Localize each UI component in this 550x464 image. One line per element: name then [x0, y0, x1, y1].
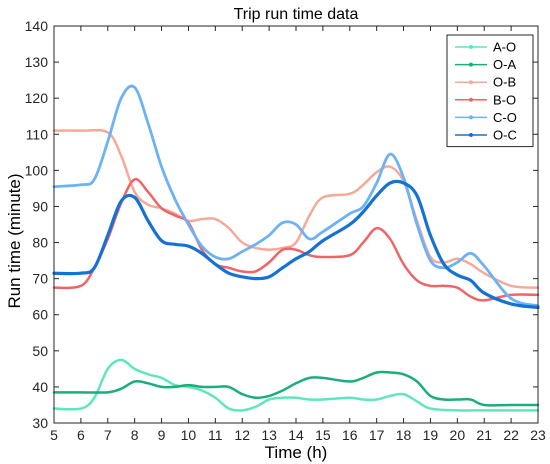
legend-marker — [469, 97, 473, 102]
legend-box — [446, 34, 534, 148]
x-tick-label: 18 — [396, 427, 412, 443]
y-tick-label: 100 — [25, 162, 49, 178]
y-tick-label: 120 — [25, 90, 49, 106]
y-tick-label: 60 — [32, 307, 48, 323]
legend-label: O-C — [493, 128, 517, 143]
legend-marker — [469, 80, 473, 85]
axes-layer: 5 6 7 8 9 10 11 12 13 14 15 16 17 18 19 20 21 22 23 30 40 50 6… — [25, 18, 546, 443]
x-tick-label: 21 — [476, 427, 492, 443]
x-tick-label: 6 — [77, 427, 85, 443]
x-tick-label: 17 — [369, 427, 385, 443]
x-tick-label: 7 — [104, 427, 112, 443]
legend-marker — [469, 45, 473, 49]
y-tick-label: 30 — [32, 415, 48, 431]
legend-marker — [469, 115, 473, 120]
series-layer — [52, 84, 540, 412]
y-axis-title: Run time (minute) — [5, 173, 24, 308]
x-tick-label: 5 — [50, 427, 58, 443]
x-axis-title: Time (h) — [265, 443, 328, 462]
x-tick-label: 9 — [158, 427, 166, 443]
legend-label: B-O — [493, 92, 516, 107]
legend-label: O-A — [493, 57, 516, 72]
x-tick-label: 14 — [288, 427, 304, 443]
series-line-a-o — [52, 358, 540, 412]
series-line-o-a — [52, 370, 540, 407]
x-tick-label: 20 — [450, 427, 466, 443]
x-tick-label: 22 — [503, 427, 519, 443]
legend-marker — [469, 133, 473, 137]
x-tick-label: 11 — [208, 427, 223, 443]
y-tick-label: 110 — [26, 126, 49, 142]
legend-label: A-O — [493, 40, 516, 55]
x-tick-label: 12 — [234, 427, 250, 443]
x-tick-label: 13 — [261, 427, 277, 443]
series-line-b-o — [52, 177, 540, 302]
legend-marker — [469, 62, 473, 67]
x-tick-label: 10 — [181, 427, 197, 443]
y-tick-label: 140 — [25, 18, 49, 34]
chart-title: Trip run time data — [234, 6, 359, 23]
x-tick-label: 23 — [530, 427, 546, 443]
y-tick-label: 40 — [32, 379, 48, 395]
x-tick-label: 16 — [342, 427, 358, 443]
x-tick-label: 15 — [315, 427, 331, 443]
y-tick-label: 130 — [25, 54, 49, 70]
y-tick-label: 90 — [32, 198, 48, 214]
y-tick-label: 50 — [32, 343, 48, 359]
y-tick-label: 80 — [32, 235, 48, 251]
legend: A-O O-A O-B B-O C-O O-C — [446, 34, 534, 148]
series-line-c-o — [52, 84, 540, 308]
legend-label: C-O — [493, 110, 517, 125]
x-tick-label: 8 — [131, 427, 139, 443]
x-tick-label: 19 — [423, 427, 439, 443]
legend-label: O-B — [493, 75, 516, 90]
y-tick-label: 70 — [32, 271, 48, 287]
series-line-o-c — [52, 179, 540, 310]
